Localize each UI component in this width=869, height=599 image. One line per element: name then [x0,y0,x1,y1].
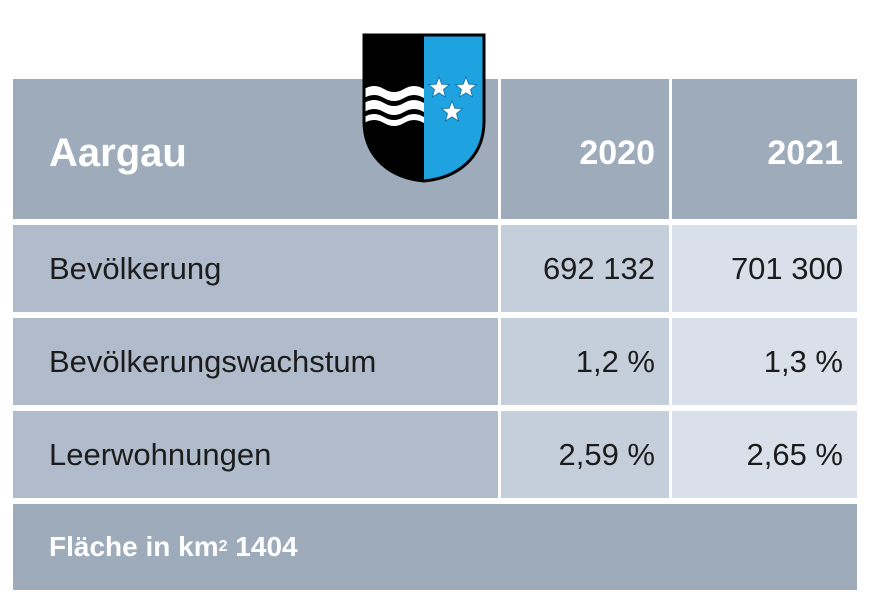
row-label-population-growth: Bevölkerungswachstum [13,318,498,405]
vacant-apartments-2020: 2,59 % [501,411,669,498]
population-2020: 692 132 [501,225,669,312]
vacant-apartments-2021: 2,65 % [672,411,857,498]
area-label: Fläche in km [49,531,219,562]
area-footer: Fläche in km 2 1404 [13,504,857,590]
star-icon [440,99,464,122]
star-icon [427,75,451,98]
population-growth-2020: 1,2 % [501,318,669,405]
year-2020-header: 2020 [501,79,669,219]
star-icon [454,75,478,98]
year-2021-header: 2021 [672,79,857,219]
area-value: 1404 [227,531,298,562]
population-growth-2021: 1,3 % [672,318,857,405]
population-2021: 701 300 [672,225,857,312]
row-label-population: Bevölkerung [13,225,498,312]
aargau-coat-of-arms-icon [362,33,486,183]
row-label-vacant-apartments: Leerwohnungen [13,411,498,498]
